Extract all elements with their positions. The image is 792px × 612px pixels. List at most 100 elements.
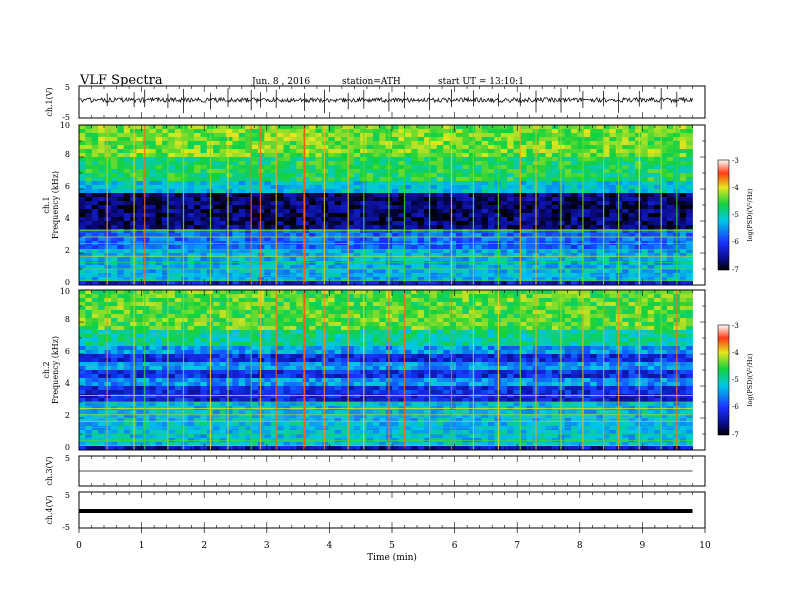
ch1-cell [168,213,176,218]
ch1-cell [411,209,419,214]
ch1-cell [264,221,272,226]
ch1-cell [155,173,163,178]
ch1-cell [526,237,534,242]
ch1-cell [539,209,546,214]
ch1-cell [251,221,259,226]
ch1-cell [379,249,387,254]
ch1-cell [264,245,272,250]
ch1-cell [257,137,265,142]
ch2-cell [404,330,412,335]
ch1-cell [417,185,425,190]
ch1-cell [577,125,585,130]
ch1-cell [315,153,323,158]
ch1-cell [577,197,585,202]
ch1-cell [404,125,412,130]
ch2-cell [257,330,265,335]
ch2-cell [149,306,157,311]
ch2-cell [577,310,585,315]
ch1-cell [558,197,566,202]
ch1-cell [264,157,272,162]
ch1-cell [194,249,201,254]
ch1-cell [347,149,355,154]
ch1-cell [475,193,482,198]
ch1-cell [398,181,406,186]
ch1-cell [136,205,144,210]
ch2-cell [238,298,246,303]
ch1-cell [513,185,521,190]
ch1-cell [98,221,105,226]
ch1-cell [353,205,361,210]
ch1-cell [347,153,355,158]
ch1-cell [219,193,227,198]
ch1-cell [353,225,361,230]
ch1-cell [564,265,572,270]
ch1-cell [136,201,144,206]
ch1-cell [634,169,642,174]
ch1-cell [213,161,220,166]
ch1-cell [321,161,329,166]
ch1-cell [257,237,265,242]
ch1-cell [500,277,508,282]
ch1-cell [475,225,482,230]
ch2-cell [379,306,387,311]
ch1-cell [583,153,591,158]
ch2-cell [142,330,150,335]
ch1-cell [245,277,252,282]
ch1-ytick-10: 10 [60,121,70,130]
ch1-cell [245,245,252,250]
ch1-cell [79,217,86,222]
ch1-cell [462,149,470,154]
ch1-cell [257,217,265,222]
ch1-cell [162,197,169,202]
ch1-cell [628,133,636,138]
ch1-cell [136,237,144,242]
ch2-cell [245,298,252,303]
ch1-cell [174,141,182,146]
ch1-cell [168,129,176,134]
ch1-cell [436,213,444,218]
ch1-cell [309,149,316,154]
ch1-cell [686,253,693,258]
ch1-cell [117,201,125,206]
ch1-cell [117,141,125,146]
ch1-cell [424,237,431,242]
ch1-cell [622,125,629,130]
ch1-cell [583,253,591,258]
ch1-cell [398,265,406,270]
ch1-cell [168,225,176,230]
ch1-cell [277,153,284,158]
ch2-cell [110,314,118,319]
ch1-cell [315,185,323,190]
ch1-cell [372,165,380,170]
ch1-cell [571,141,578,146]
ch1-cell [456,245,463,250]
ch1-cell [123,169,131,174]
ch1-cell [142,205,150,210]
ch1-cell [475,265,482,270]
ch1-cell [539,217,546,222]
ch1-cell [513,221,521,226]
ch1-cell [366,225,374,230]
ch2-cell [245,302,252,307]
ch1-cell [392,265,399,270]
ch1-cell [411,177,419,182]
ch2-cell [551,326,559,331]
ch1-cell [219,161,227,166]
ch1-cell [181,165,189,170]
ch1-cell [79,157,86,162]
ch1-cell [219,221,227,226]
ch1-cell [404,177,412,182]
ch1-cell [270,125,278,130]
ch1-cell [596,197,604,202]
ch1-cell [98,261,105,266]
ch1-cell [392,221,399,226]
ch1-cell [213,149,220,154]
ch1-cell [194,197,201,202]
ch2-cell [436,310,444,315]
ch1-cell [436,237,444,242]
ch1-cell [551,153,559,158]
ch1-cell [334,149,342,154]
ch1-cell [264,253,272,258]
ch1-cell [200,213,208,218]
ch2-cell [500,310,508,315]
